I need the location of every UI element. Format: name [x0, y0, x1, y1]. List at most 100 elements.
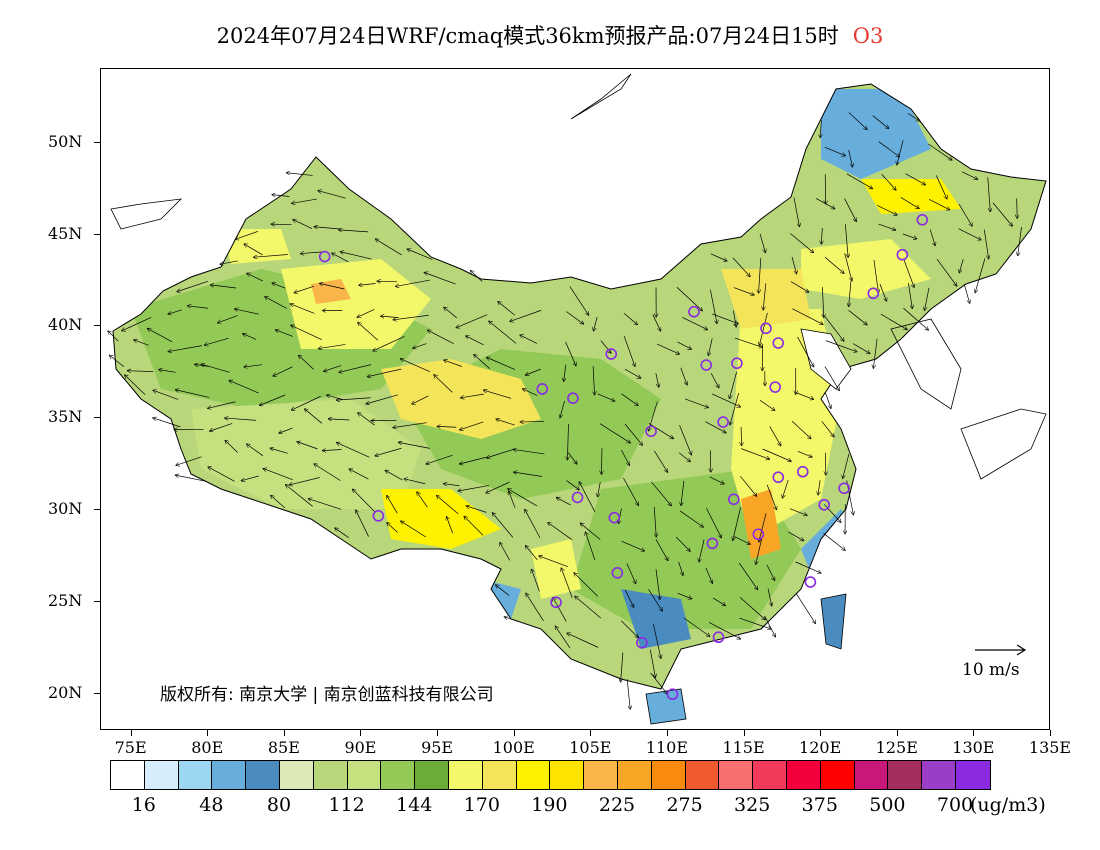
map-title: 2024年07月24日WRF/cmaq模式36km预报产品:07月24日15时 O… — [0, 20, 1100, 50]
wind-arrow — [621, 620, 638, 638]
colorbar-swatch — [279, 761, 314, 789]
wind-arrow — [764, 616, 775, 637]
lat-tick — [94, 601, 100, 603]
japan-coast — [960, 408, 1047, 480]
colorbar-swatch — [651, 761, 686, 789]
station-marker — [804, 576, 817, 588]
lon-tick — [973, 730, 975, 736]
wind-arrow — [907, 113, 920, 121]
wind-arrow — [574, 573, 599, 597]
wind-arrow — [271, 224, 292, 225]
lat-tick-label: 20N — [48, 683, 83, 703]
wind-arrow — [599, 423, 630, 443]
wind-arrow — [376, 239, 402, 256]
wind-arrow — [762, 448, 792, 461]
wind-arrow — [247, 273, 263, 282]
station-marker — [717, 416, 729, 428]
wind-arrow — [795, 561, 821, 573]
colorbar-swatch — [144, 761, 179, 789]
lat-tick — [94, 509, 100, 511]
wind-arrow — [437, 496, 459, 515]
wind-arrow — [349, 469, 369, 480]
colorbar-label: 80 — [266, 794, 292, 816]
colorbar-swatch — [212, 761, 247, 789]
station-marker — [605, 348, 618, 360]
wind-arrow — [873, 338, 878, 368]
wind-arrow — [271, 496, 286, 509]
wind-arrow — [844, 198, 857, 222]
wind-arrow — [387, 523, 398, 533]
wind-arrow — [567, 423, 568, 460]
wind-arrow — [287, 173, 313, 176]
colorbar-label: 170 — [463, 794, 500, 816]
wind-arrow — [444, 360, 462, 367]
wind-arrow — [566, 480, 580, 490]
wind-arrow — [567, 452, 577, 464]
wind-arrow — [225, 440, 238, 453]
wind-arrow — [624, 368, 641, 378]
wind-arrow — [710, 253, 727, 261]
wind-arrow — [580, 523, 601, 540]
wind-arrow — [699, 539, 705, 562]
balkhash-lake — [110, 198, 183, 230]
wind-arrow — [872, 115, 889, 129]
taiwan-island — [820, 593, 847, 650]
wind-arrow — [293, 220, 313, 229]
wind-arrow — [682, 317, 707, 329]
wind-arrow — [486, 481, 510, 493]
wind-arrow — [987, 177, 990, 211]
lon-tick-label: 85E — [267, 738, 300, 757]
lat-tick — [94, 233, 100, 235]
wind-arrow — [675, 536, 690, 551]
wind-arrow — [963, 284, 969, 303]
wind-arrow — [705, 567, 713, 583]
wind-arrow — [653, 506, 656, 537]
wind-arrow — [314, 464, 341, 481]
wind-arrow — [843, 453, 850, 478]
wind-arrow — [235, 309, 259, 315]
title-species: O3 — [852, 24, 884, 48]
wind-arrow — [759, 312, 768, 345]
lon-tick — [130, 730, 132, 736]
station-marker — [645, 425, 657, 438]
wind-arrow — [566, 311, 583, 324]
lon-tick-label: 135E — [1028, 738, 1072, 757]
wind-arrow — [110, 355, 125, 367]
colorbar-swatch — [786, 761, 821, 789]
colorbar-label: 16 — [131, 794, 156, 816]
wind-arrow — [318, 191, 346, 199]
lon-tick — [820, 730, 822, 736]
colorbar-label: 700 — [936, 794, 974, 816]
station-marker — [916, 213, 929, 226]
colorbar-swatch — [415, 761, 449, 789]
wind-arrow — [739, 597, 765, 619]
wind-arrow — [651, 481, 671, 506]
wind-arrow — [655, 373, 659, 387]
colorbar-label: 48 — [199, 794, 224, 816]
wind-arrow — [125, 375, 146, 395]
wind-arrow — [733, 287, 754, 295]
wind-arrow — [532, 569, 540, 592]
lon-tick-label: 110E — [645, 738, 689, 757]
wind-arrow — [428, 330, 454, 345]
station-marker — [636, 636, 648, 649]
station-marker — [752, 528, 765, 541]
wind-arrow — [492, 513, 514, 538]
korean-peninsula — [890, 318, 962, 410]
wind-arrow — [1018, 226, 1022, 255]
lat-tick — [94, 693, 100, 695]
wind-arrow — [824, 146, 845, 156]
colorbar-label: 225 — [598, 794, 636, 816]
colorbar-swatch — [854, 761, 889, 789]
wind-arrow — [710, 289, 717, 324]
wind-arrow — [824, 366, 839, 390]
wind-arrow — [878, 141, 900, 157]
wind-arrow — [356, 510, 369, 537]
wind-arrow — [294, 285, 315, 293]
wind-arrow — [683, 617, 709, 636]
wind-arrow — [880, 313, 907, 330]
wind-arrow — [677, 592, 692, 599]
wind-arrow — [733, 507, 741, 540]
colorbar-swatch — [246, 761, 280, 789]
wind-arrow — [824, 316, 844, 341]
